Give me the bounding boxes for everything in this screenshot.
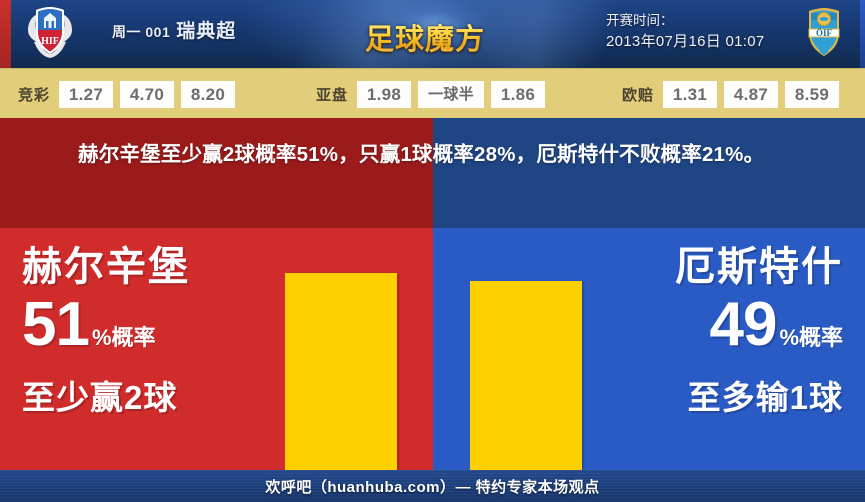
odds-group-european: 欧赔 1.31 4.87 8.59 [622,69,846,119]
away-team-crest-icon: ÖIF [808,8,840,56]
away-outcome-label: 至多输1球 [687,379,843,416]
logo-text: 足球魔方 [358,16,492,58]
home-outcome-label: 至少赢2球 [22,379,178,416]
footer-credit: 欢呼吧（huanhuba.com）— 特约专家本场观点 [265,478,600,496]
away-percent-suffix: %概率 [779,325,843,350]
home-percent-value: 51 [22,290,90,359]
logo-starburst-icon [358,2,492,64]
header-left-accent [0,0,11,68]
odds-cell-away[interactable]: 1.86 [491,80,546,108]
site-logo[interactable]: 足球魔方 [358,2,492,64]
odds-group-asian-handicap: 亚盘 1.98 一球半 1.86 [316,69,552,119]
odds-cell-draw[interactable]: 4.87 [724,80,779,108]
away-percent-value: 49 [709,290,777,359]
odds-bar: 竞彩 1.27 4.70 8.20 亚盘 1.98 一球半 1.86 欧赔 1.… [0,68,865,120]
away-probability-bar [470,281,582,470]
header-right-accent [860,0,865,68]
home-percent-row: 51 %概率 [22,294,272,372]
match-title: 周一 001 瑞典超 [112,16,236,43]
odds-cell-away[interactable]: 8.20 [181,80,236,108]
odds-cell-home[interactable]: 1.31 [663,80,718,108]
kickoff-datetime: 2013年07月16日 01:07 [606,33,765,50]
kickoff-label: 开赛时间： [606,13,674,28]
home-percent-suffix: %概率 [91,325,156,350]
home-team-crest-icon: HIF [28,7,72,58]
banner-right-background [433,118,865,228]
probability-chart: 赫尔辛堡 51 %概率 至少赢2球 厄斯特什 49 %概率 至多输1球 [0,228,865,470]
away-percent-row: 49 %概率 [593,294,843,372]
kickoff-info: 开赛时间： 2013年07月16日 01:07 [606,10,765,52]
header-bar: HIF ÖIF 周一 001 瑞典超 足球魔方 开赛 [0,0,865,68]
banner-left-background [0,118,433,228]
odds-cell-handicap[interactable]: 一球半 [418,80,485,108]
odds-group-label: 亚盘 [316,86,349,104]
odds-group-label: 竞彩 [18,86,51,104]
footer-bar: 欢呼吧（huanhuba.com）— 特约专家本场观点 [0,470,865,502]
match-round-label: 周一 001 [112,24,171,40]
odds-cell-home[interactable]: 1.27 [59,80,114,108]
home-stats: 赫尔辛堡 51 %概率 至少赢2球 [22,242,272,420]
odds-cell-away[interactable]: 8.59 [785,80,840,108]
odds-cell-draw[interactable]: 4.70 [120,80,175,108]
svg-text:ÖIF: ÖIF [816,28,833,38]
away-stats: 厄斯特什 49 %概率 至多输1球 [593,242,843,420]
summary-banner: 赫尔辛堡至少赢2球概率51%，只赢1球概率28%，厄斯特什不败概率21%。 [0,118,865,228]
footer-texture [0,470,865,502]
match-league-label: 瑞典超 [176,21,237,42]
away-team-name: 厄斯特什 [675,245,843,289]
odds-group-jingcai: 竞彩 1.27 4.70 8.20 [18,69,242,119]
home-team-name: 赫尔辛堡 [22,245,190,289]
odds-group-label: 欧赔 [622,86,655,104]
svg-text:HIF: HIF [41,36,59,47]
odds-cell-home[interactable]: 1.98 [357,80,412,108]
home-probability-bar [285,273,397,470]
summary-text: 赫尔辛堡至少赢2球概率51%，只赢1球概率28%，厄斯特什不败概率21%。 [78,143,765,166]
